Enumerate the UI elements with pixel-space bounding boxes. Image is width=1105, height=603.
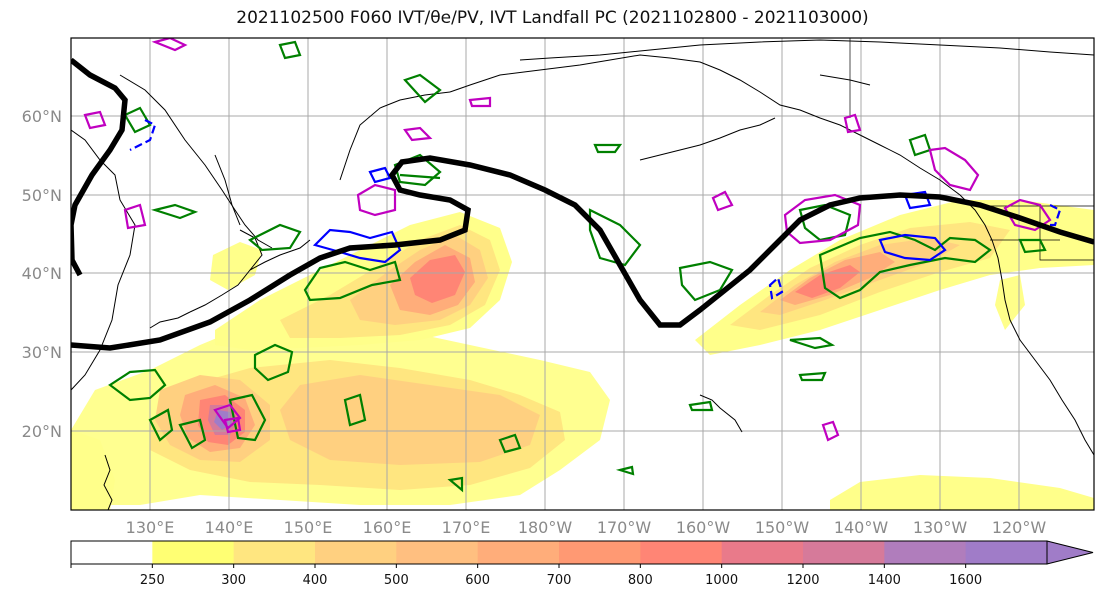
longitude-label: 170°W <box>597 518 652 537</box>
colorbar-tick-label: 800 <box>628 573 653 588</box>
colorbar-segment <box>640 541 723 564</box>
colorbar-tick-label: 300 <box>221 573 246 588</box>
colorbar-tick-label: 1200 <box>786 573 819 588</box>
latitude-label: 50°N <box>22 186 62 205</box>
ivt-colorbar: 250 300 400 500 600 700 800 1000 1200 1400 1600 <box>70 540 1094 588</box>
colorbar-segment <box>803 541 885 564</box>
colorbar-tick-label: 500 <box>384 573 409 588</box>
longitude-labels: 130°E 140°E 150°E 160°E 170°E 180°W 170°W 160°W… <box>126 518 1047 537</box>
longitude-label: 170°E <box>442 518 491 537</box>
coastlines <box>71 39 1094 510</box>
pv-blue-contours <box>129 119 1062 300</box>
longitude-label: 140°E <box>205 518 254 537</box>
latitude-label: 60°N <box>22 107 62 126</box>
colorbar-segment <box>315 541 397 564</box>
figure-title: 2021102500 F060 IVT/θe/PV, IVT Landfall … <box>236 8 869 28</box>
longitude-label: 130°E <box>126 518 175 537</box>
latitude-label: 20°N <box>22 422 62 441</box>
colorbar-segment <box>71 541 153 564</box>
colorbar-extend-arrow <box>1046 540 1094 565</box>
map-frame <box>70 37 1095 511</box>
colorbar-segment <box>559 541 641 564</box>
longitude-label: 130°W <box>913 518 968 537</box>
colorbar-tick-label: 400 <box>303 573 328 588</box>
colorbar-tick-label: 600 <box>465 573 490 588</box>
map-panel <box>70 37 1095 511</box>
colorbar-tick-label: 1400 <box>868 573 901 588</box>
latitude-labels: 60°N 50°N 40°N 30°N 20°N <box>22 107 62 441</box>
colorbar-segment <box>721 541 804 564</box>
colorbar-tick-label: 250 <box>140 573 165 588</box>
latitude-label: 40°N <box>22 264 62 283</box>
pv-magenta-contours <box>83 38 1052 442</box>
longitude-label: 150°E <box>284 518 333 537</box>
longitude-label: 140°W <box>834 518 889 537</box>
colorbar-tick-label: 700 <box>547 573 572 588</box>
longitude-label: 160°E <box>363 518 412 537</box>
colorbar-tick-label: 1000 <box>705 573 738 588</box>
longitude-label: 180°W <box>518 518 573 537</box>
colorbar-segment <box>396 541 479 564</box>
ivt-filled-contours <box>71 200 1094 510</box>
colorbar-segment <box>884 541 967 564</box>
longitude-label: 120°W <box>992 518 1047 537</box>
longitude-label: 150°W <box>755 518 810 537</box>
colorbar-segment <box>233 541 316 564</box>
colorbar-tick-label: 1600 <box>949 573 982 588</box>
colorbar-segment <box>965 541 1048 564</box>
colorbar-segment <box>477 541 560 564</box>
colorbar-segment <box>152 541 235 564</box>
latitude-label: 30°N <box>22 343 62 362</box>
longitude-label: 160°W <box>676 518 731 537</box>
